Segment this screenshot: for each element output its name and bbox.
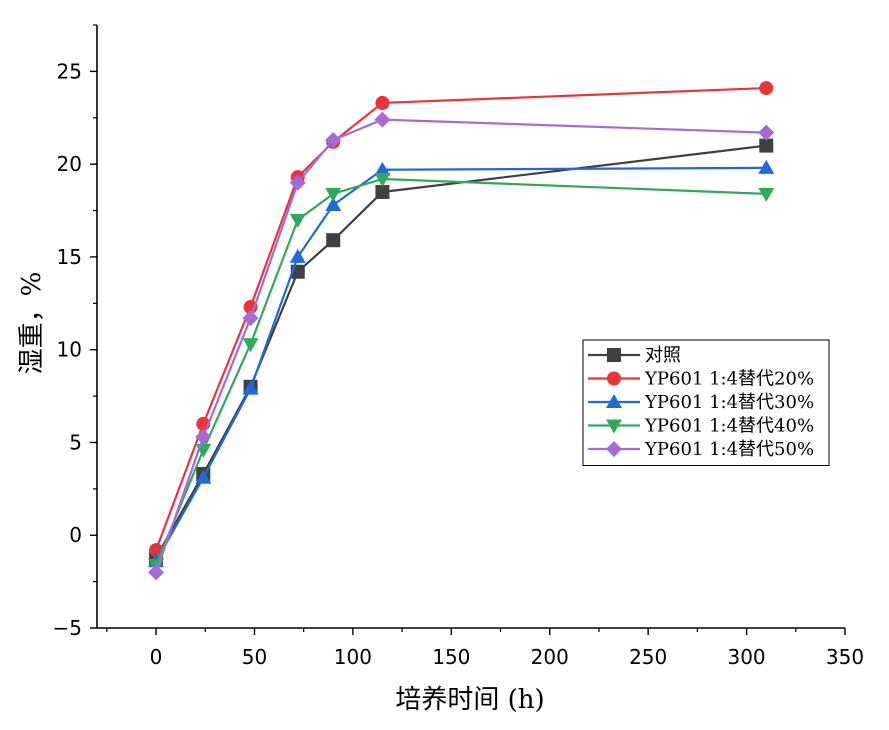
legend-label: YP601 1:4替代50% — [644, 439, 814, 460]
y-tick-label: 0 — [69, 523, 82, 547]
y-tick-label: 10 — [57, 338, 82, 362]
data-point — [758, 159, 775, 174]
data-point — [289, 248, 306, 263]
x-tick-label: 0 — [150, 645, 163, 669]
data-point — [195, 428, 212, 445]
legend-marker — [607, 348, 621, 362]
x-tick-label: 150 — [432, 645, 470, 669]
legend-marker — [607, 371, 621, 386]
y-tick-label: 5 — [69, 430, 82, 454]
legend-item: YP601 1:4替代40% — [588, 416, 814, 437]
data-point — [148, 564, 165, 581]
legend-item: YP601 1:4替代50% — [588, 439, 814, 460]
x-tick-label: 200 — [531, 645, 569, 669]
legend-item: YP601 1:4替代20% — [588, 369, 814, 390]
legend-marker — [606, 394, 622, 408]
x-tick-label: 50 — [242, 645, 267, 669]
data-point — [289, 213, 306, 228]
x-tick-label: 250 — [629, 645, 667, 669]
legend-label: YP601 1:4替代30% — [644, 392, 814, 413]
y-axis-title: 湿重，% — [17, 272, 47, 375]
legend-item: YP601 1:4替代30% — [588, 392, 814, 413]
x-tick-label: 100 — [334, 645, 372, 669]
series-4 — [148, 172, 775, 573]
data-point — [325, 187, 342, 202]
data-point — [242, 310, 259, 327]
axes: 0 50 100 150 200 250 300 350 −5 0 5 10 15 20 25 — [53, 24, 864, 669]
legend-label: 对照 — [645, 345, 681, 366]
data-point — [759, 81, 774, 96]
x-tick-label: 300 — [727, 645, 765, 669]
data-point — [242, 338, 259, 353]
legend-label: YP601 1:4替代40% — [644, 416, 814, 437]
y-tick-label: −5 — [53, 616, 82, 640]
data-point — [195, 469, 212, 484]
data-point — [375, 184, 390, 199]
data-point — [289, 174, 306, 191]
legend-item: 对照 — [588, 345, 681, 366]
data-point — [758, 187, 775, 202]
series-2 — [149, 81, 774, 558]
series-5 — [148, 111, 775, 581]
data-point — [326, 233, 341, 248]
legend-label: YP601 1:4替代20% — [644, 369, 814, 390]
data-point — [325, 132, 342, 149]
y-tick-label: 15 — [57, 245, 82, 269]
data-point — [374, 111, 391, 128]
x-tick-label: 350 — [826, 645, 864, 669]
data-point — [374, 172, 391, 187]
data-point — [325, 196, 342, 211]
series-layer — [148, 81, 775, 581]
y-tick-label: 25 — [57, 59, 82, 83]
data-point — [374, 161, 391, 176]
x-axis-title: 培养时间 (h) — [395, 685, 544, 715]
data-point — [759, 138, 774, 153]
legend: 对照 YP601 1:4替代20%YP601 1:4替代30% YP601 1:4替… — [582, 339, 830, 466]
data-point — [242, 380, 259, 395]
data-point — [758, 124, 775, 141]
legend-marker — [606, 419, 622, 434]
y-tick-label: 20 — [57, 152, 82, 176]
legend-marker — [606, 441, 622, 457]
data-point — [375, 95, 390, 110]
